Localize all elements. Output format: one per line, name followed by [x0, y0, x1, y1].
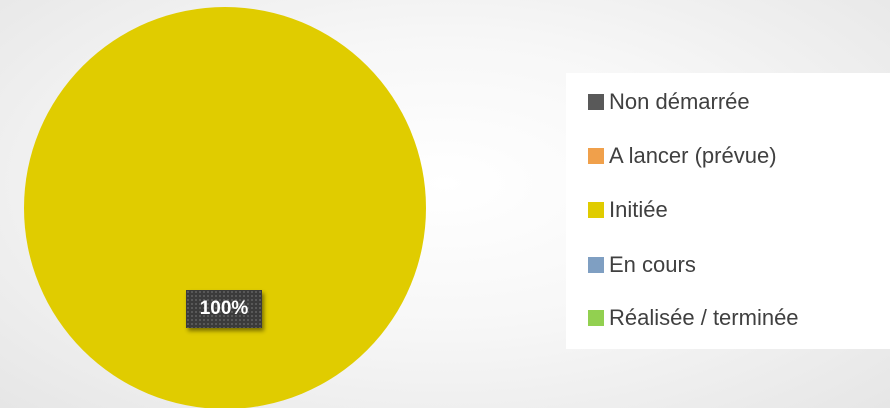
- legend-label-non-demarree: Non démarrée: [609, 89, 750, 114]
- legend-label-initiee: Initiée: [609, 197, 668, 222]
- pie-slice-2: [24, 7, 426, 408]
- legend-item-initiee: Initiée: [588, 195, 668, 225]
- legend-item-en-cours: En cours: [588, 250, 696, 280]
- legend-swatch-en-cours: [588, 257, 604, 273]
- legend-item-realisee: Réalisée / terminée: [588, 303, 799, 333]
- data-label-initiee: 100%: [186, 290, 262, 328]
- legend-swatch-realisee: [588, 310, 604, 326]
- legend-label-realisee: Réalisée / terminée: [609, 305, 799, 330]
- chart-legend: Non démarrée A lancer (prévue) Initiée E…: [566, 73, 890, 349]
- legend-item-a-lancer: A lancer (prévue): [588, 141, 777, 171]
- legend-swatch-a-lancer: [588, 148, 604, 164]
- legend-swatch-non-demarree: [588, 94, 604, 110]
- legend-swatch-initiee: [588, 202, 604, 218]
- legend-label-a-lancer: A lancer (prévue): [609, 143, 777, 168]
- legend-label-en-cours: En cours: [609, 252, 696, 277]
- legend-item-non-demarree: Non démarrée: [588, 87, 750, 117]
